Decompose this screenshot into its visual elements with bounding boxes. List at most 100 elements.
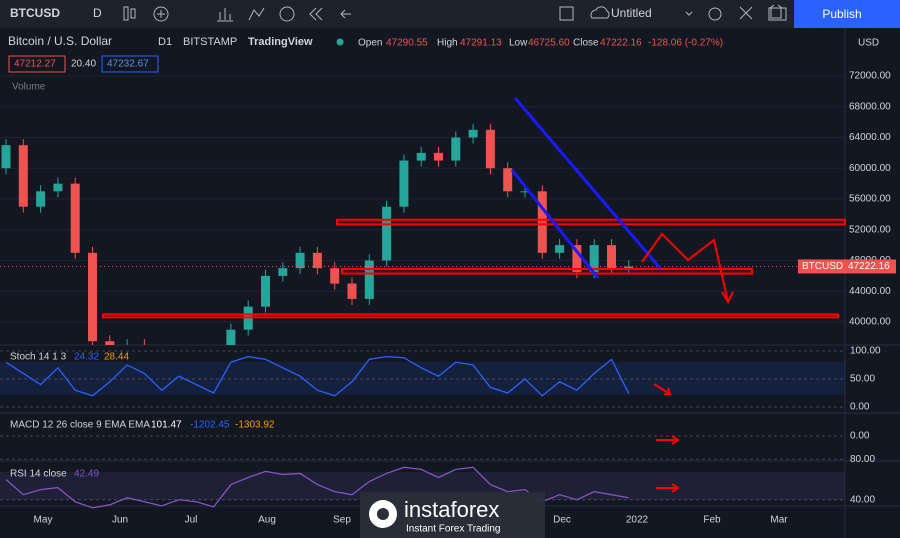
time-label: Jun [112,515,128,526]
candle [572,245,582,273]
candle [226,329,236,345]
watermark-logo-hole [377,508,389,520]
indicator-tick-label: 0.00 [850,402,870,413]
close-label: Close [573,38,599,49]
time-label: Dec [553,515,571,526]
bid: 47212.27 [14,59,56,70]
stoch-label: Stoch 14 1 3 [10,352,67,363]
change: -128.06 (-0.27%) [648,38,723,49]
watermark-tagline: Instant Forex Trading [406,524,501,535]
macd-value: -1202.45 [190,420,230,431]
candle [607,245,616,269]
currency: USD [858,38,879,49]
price-tag [798,259,896,274]
support-zone [341,267,753,275]
interval[interactable]: D [93,6,102,20]
rsi-label: RSI 14 close [10,469,67,480]
macd-tick-label: 0.00 [850,431,870,442]
indicator-tick-label: 50.00 [850,374,875,385]
candle [347,283,357,299]
candle [537,191,547,253]
publish-button[interactable] [794,0,900,28]
support-zone [102,313,839,319]
high-label: High [437,38,458,49]
candle [70,183,80,253]
candle [105,341,115,345]
candle [53,183,63,192]
layout-name[interactable]: Untitled [611,6,652,20]
close-value: 47222.16 [600,38,642,49]
price-tag-symbol: BTCUSD [802,261,843,272]
candle [295,252,305,269]
candle [503,168,513,192]
time-label: Jul [185,515,198,526]
macd-signal: -1303.92 [235,420,275,431]
time-label: Feb [703,515,721,526]
ask-box [101,55,159,73]
volume-label: Volume [12,82,46,93]
price-tick-label: 60000.00 [849,163,891,174]
channel-lines [510,97,662,279]
stoch-k: 24.32 [74,352,99,363]
candle [520,191,530,193]
candle [434,152,443,161]
candle [485,129,495,169]
status-dot [336,38,344,46]
time-label: Aug [258,515,276,526]
stoch-d: 28.44 [104,352,129,363]
candle [330,268,340,284]
exchange: BITSTAMP [183,36,237,48]
candle [261,275,270,307]
symbol[interactable]: BTCUSD [10,6,60,20]
indicator-tick-label: 40.00 [850,494,875,505]
candle [278,268,288,276]
open-value: 47290.55 [386,38,428,49]
price-tick-label: 72000.00 [849,71,891,82]
time-label: 2022 [626,515,649,526]
ohlc: Open 47290.55 High 47291.13 Low 46725.60… [358,38,723,49]
price-tick-label: 56000.00 [849,194,891,205]
instrument-name: Bitcoin / U.S. Dollar [8,34,112,48]
price-tick-label: 64000.00 [849,132,891,143]
forecast-arrows [641,232,734,493]
price-tag-value: 47222.16 [848,261,890,272]
high-value: 47291.13 [460,38,502,49]
publish-label[interactable]: Publish [822,7,861,21]
candle [312,252,322,269]
candle [589,245,599,273]
ask: 47232.67 [107,59,149,70]
candle [382,206,392,261]
price-tick-label: 68000.00 [849,101,891,112]
candle [36,191,46,207]
dropdown-icon[interactable] [685,11,693,16]
candle [1,145,11,169]
bid-box [8,55,66,73]
time-label: May [34,515,53,526]
macd-hist: 101.47 [151,420,182,431]
watermark-brand: instaforex [404,497,499,522]
time-label: Sep [333,515,351,526]
spread: 20.40 [71,59,96,70]
rsi-line [5,466,629,509]
price-tick-label: 40000.00 [849,317,891,328]
candle [555,245,565,253]
candle [364,260,374,299]
source: TradingView [248,36,313,48]
stoch-line [5,355,630,397]
toolbar-icons[interactable] [123,4,787,22]
candles [1,123,634,345]
candle [18,145,28,207]
legend-interval: D1 [158,36,172,48]
toolbar [0,0,900,28]
candle [88,252,97,342]
candle [468,129,478,138]
candle [451,137,461,161]
open-label: Open [358,38,382,49]
candle [399,160,409,207]
rsi-value: 42.49 [74,469,99,480]
indicator-tick-label: 100.00 [850,346,881,357]
time-label: Mar [770,515,788,526]
low-value: 46725.60 [528,38,570,49]
